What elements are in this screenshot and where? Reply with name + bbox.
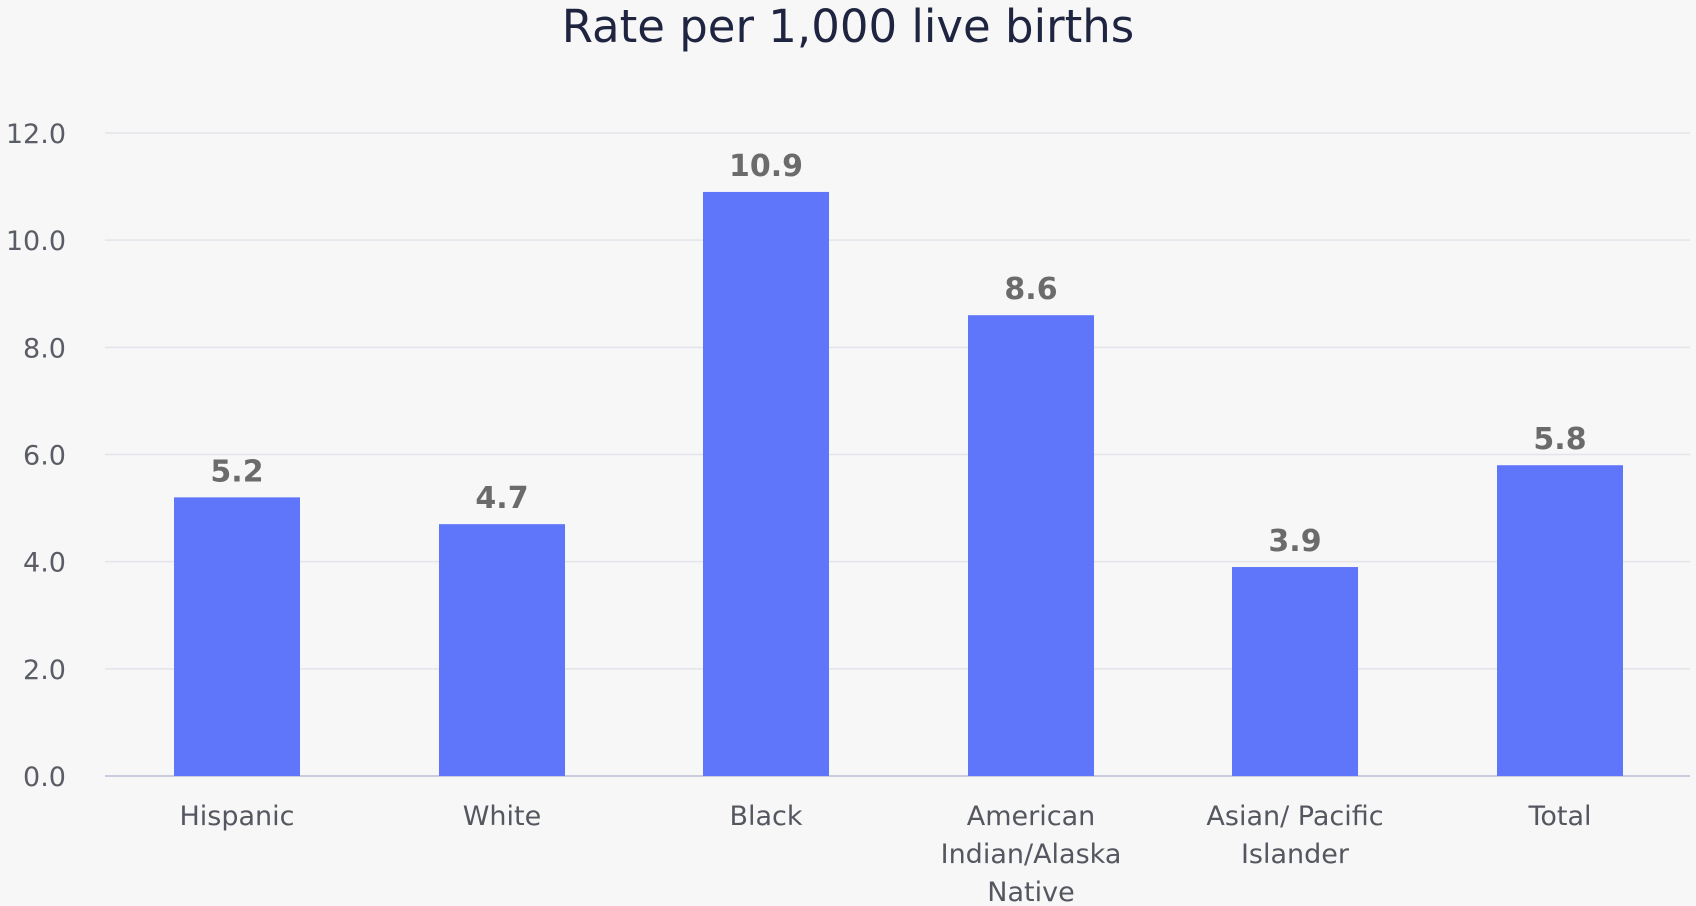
x-axis: Hispanic White Black American Indian/Alaska N…: [179, 801, 1591, 906]
bar: [703, 191, 829, 777]
y-tick-label: 10.0: [6, 226, 66, 257]
x-tick-label: Black: [729, 801, 802, 832]
data-label: 10.9: [729, 149, 803, 184]
bar: [174, 497, 300, 776]
bar: [1497, 465, 1623, 776]
data-label: 5.2: [210, 454, 263, 489]
y-tick-label: 4.0: [23, 548, 66, 579]
x-tick-label: White: [463, 801, 542, 832]
x-tick-label: Asian/ Pacific Islander: [1206, 801, 1383, 870]
y-tick-label: 12.0: [6, 119, 66, 150]
bar: [439, 524, 565, 776]
data-label: 8.6: [1004, 272, 1057, 307]
y-tick-label: 0.0: [23, 762, 66, 793]
y-tick-label: 8.0: [23, 333, 66, 364]
gridlines: [105, 132, 1690, 777]
x-tick-label: American Indian/Alaska Native: [941, 801, 1122, 906]
x-tick-label: Hispanic: [179, 801, 294, 832]
bars: [174, 191, 1623, 777]
data-labels: 5.2 4.7 10.9 8.6 3.9 5.8: [210, 149, 1586, 559]
x-tick-label: Total: [1527, 801, 1591, 832]
data-label: 3.9: [1268, 524, 1321, 559]
y-tick-label: 2.0: [23, 655, 66, 686]
bar: [968, 315, 1094, 776]
data-label: 5.8: [1533, 422, 1586, 457]
data-label: 4.7: [475, 481, 528, 516]
y-tick-label: 6.0: [23, 441, 66, 472]
bar: [1232, 567, 1358, 776]
y-axis: 0.0 2.0 4.0 6.0 8.0 10.0 12.0: [6, 119, 66, 793]
chart-title: Rate per 1,000 live births: [562, 0, 1134, 53]
